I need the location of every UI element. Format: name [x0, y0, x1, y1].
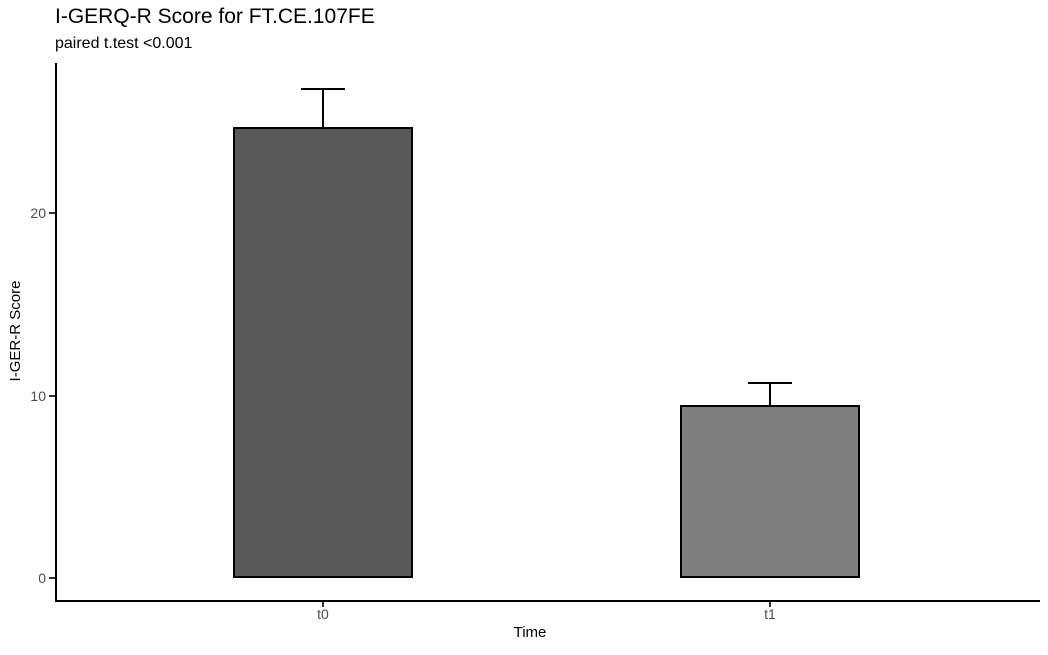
- x-tick-mark-t1: [769, 602, 771, 607]
- y-tick-label: 0: [38, 570, 46, 586]
- y-tick-mark: [49, 577, 55, 579]
- error-bar-cap-t0: [301, 87, 345, 90]
- x-tick-mark-t0: [322, 602, 324, 607]
- x-tick-label-t1: t1: [764, 606, 776, 622]
- chart-title: I-GERQ-R Score for FT.CE.107FE: [55, 5, 375, 28]
- chart-subtitle: paired t.test <0.001: [55, 35, 193, 52]
- y-tick-mark: [49, 212, 55, 214]
- x-axis-title: Time: [513, 624, 547, 641]
- y-tick-label: 20: [30, 205, 46, 221]
- error-bar-stem-t0: [322, 88, 324, 128]
- plot-panel: [55, 63, 1040, 602]
- y-tick-label: 10: [30, 387, 46, 404]
- y-axis-title: I-GER-R Score: [7, 280, 24, 382]
- error-bar-stem-t1: [769, 382, 771, 405]
- bar-t0: [233, 127, 413, 578]
- x-tick-label-t0: t0: [317, 606, 329, 622]
- y-tick-mark: [49, 394, 55, 397]
- bar-t1: [680, 404, 860, 578]
- error-bar-cap-t1: [748, 381, 792, 384]
